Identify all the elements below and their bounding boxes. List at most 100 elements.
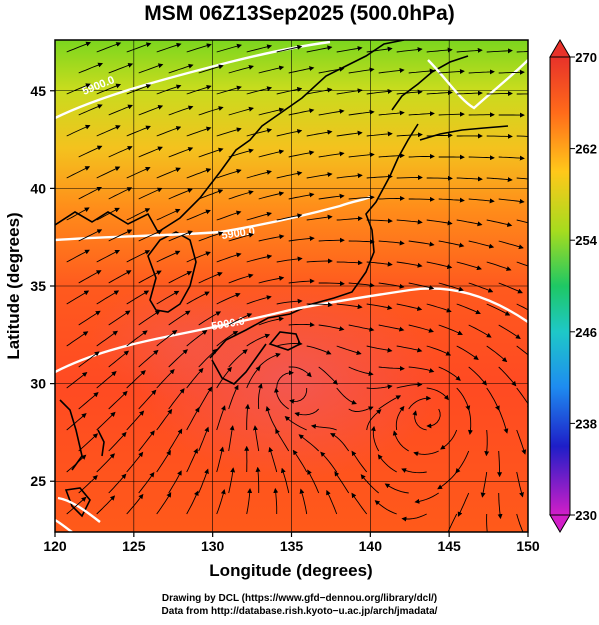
y-tick-label: 25 (30, 473, 46, 489)
wind-arrow (258, 275, 285, 284)
wind-arrow (480, 471, 488, 498)
wind-arrow (307, 469, 320, 494)
wind-arrow (468, 69, 495, 75)
wind-arrow (348, 67, 375, 74)
wind-arrow (108, 431, 127, 452)
wind-arrow (96, 83, 122, 95)
wind-arrow (246, 44, 273, 53)
wind-arrow (310, 423, 337, 431)
wind-arrow (408, 111, 435, 117)
wind-arrow (456, 176, 483, 182)
wind-arrow (228, 273, 254, 284)
wind-arrow (228, 148, 254, 158)
wind-arrow (348, 194, 375, 200)
wind-arrow (468, 240, 495, 249)
wind-arrow (426, 303, 452, 313)
wind-arrow (66, 496, 87, 515)
wind-arrow (244, 403, 250, 430)
wind-arrow (276, 298, 303, 305)
wind-arrow (138, 105, 164, 116)
wind-arrow (529, 367, 547, 385)
wind-arrow (438, 111, 465, 117)
wind-arrow (138, 187, 163, 200)
wind-arrow (348, 282, 375, 288)
wind-arrow (486, 177, 513, 183)
wind-arrow (186, 43, 212, 53)
wind-arrow (78, 351, 100, 368)
wind-arrow (186, 490, 199, 515)
wind-arrow (408, 324, 434, 333)
wind-arrow (268, 446, 278, 473)
wind-arrow (258, 352, 281, 368)
wind-arrow (108, 473, 127, 494)
wind-arrow (216, 366, 232, 389)
wind-arrow (246, 128, 273, 137)
wind-arrow (216, 292, 241, 305)
wind-arrow (216, 210, 242, 221)
wind-arrow (318, 280, 345, 286)
wind-arrow (484, 429, 490, 457)
wind-arrow (294, 408, 320, 417)
wind-arrow (366, 345, 393, 353)
wind-arrow (258, 149, 285, 158)
wind-arrow (126, 330, 148, 347)
credit-data: Data from http://database.rish.kyoto−u.a… (161, 606, 438, 617)
wind-arrow (486, 345, 508, 363)
wind-arrow (413, 450, 439, 457)
wind-arrow (198, 189, 224, 200)
wind-arrow (186, 209, 211, 221)
warm-region-west (90, 280, 270, 400)
wind-arrow (330, 433, 350, 452)
wind-arrow (336, 45, 363, 53)
wind-arrow (216, 169, 242, 179)
wind-arrow (186, 407, 200, 431)
wind-arrow (258, 234, 285, 242)
wind-arrow (497, 450, 503, 478)
x-tick-label: 150 (516, 538, 540, 554)
wind-arrow (168, 470, 182, 494)
wind-arrow (66, 331, 89, 347)
wind-arrow (258, 107, 285, 116)
wind-arrow (246, 254, 273, 263)
wind-arrow (378, 282, 405, 289)
wind-arrow (408, 153, 435, 159)
wind-arrow (138, 471, 155, 494)
wind-arrow (456, 47, 483, 53)
wind-arrow (529, 493, 538, 516)
colorbar: 230 238 246 254 262 270 (549, 39, 598, 533)
wind-arrow (392, 430, 409, 452)
wind-arrow (216, 446, 225, 473)
wind-arrow (246, 333, 271, 347)
wind-arrow (516, 51, 528, 53)
wind-arrow (318, 193, 345, 200)
wind-arrow (326, 489, 338, 515)
wind-arrow (318, 324, 345, 332)
wind-arrow (516, 429, 527, 455)
wind-arrow (216, 127, 242, 137)
wind-arrow (228, 232, 254, 242)
wind-arrow (216, 85, 242, 95)
wind-arrow (351, 450, 368, 473)
wind-arrow (273, 487, 279, 514)
wind-arrow (96, 249, 120, 263)
wind-arrow (378, 195, 405, 201)
wind-arrow (78, 433, 99, 452)
wind-arrow (498, 155, 525, 161)
wind-arrow (198, 468, 209, 494)
wind-arrow (198, 311, 222, 326)
wind-arrow (66, 249, 90, 263)
wind-arrow (401, 468, 427, 474)
wind-arrow (276, 129, 303, 137)
wind-arrow (216, 252, 242, 263)
wind-arrow (168, 310, 191, 326)
wind-arrow (96, 371, 117, 389)
wind-arrow (336, 88, 363, 95)
wind-arrow (156, 408, 173, 431)
wind-arrow (378, 365, 405, 371)
wind-arrow (126, 42, 152, 53)
wind-arrow (78, 270, 102, 284)
wind-arrow (168, 349, 188, 368)
wind-arrow (284, 416, 307, 431)
contour-label: 5900.0 (210, 315, 245, 333)
